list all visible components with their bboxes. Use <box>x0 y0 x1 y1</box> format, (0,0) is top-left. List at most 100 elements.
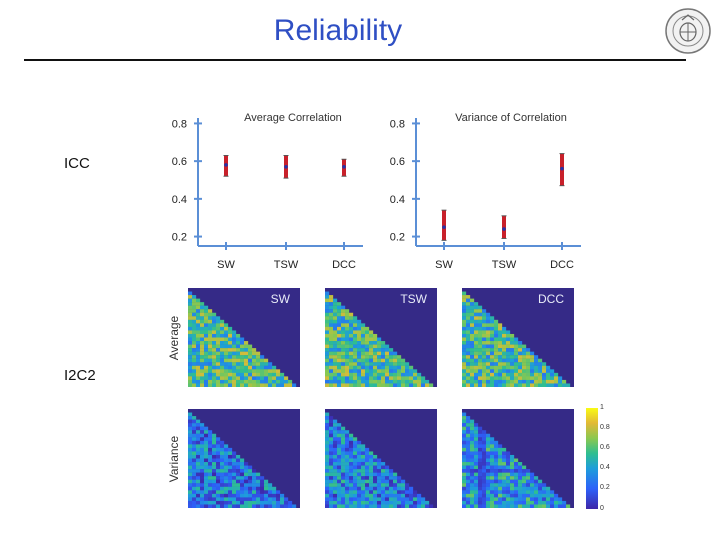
heatmap-cell <box>325 476 330 480</box>
heatmap-cell <box>220 500 225 505</box>
heatmap-cell <box>260 493 265 498</box>
heatmap-cell <box>357 330 362 335</box>
heatmap-cell <box>542 362 547 366</box>
heatmap-cell <box>373 490 378 495</box>
heatmap-cell <box>554 379 559 384</box>
heatmap-cell <box>224 458 229 463</box>
heatmap-cell <box>220 476 225 480</box>
heatmap-cell <box>192 355 197 359</box>
heatmap-cell <box>244 472 249 477</box>
heatmap-cell <box>413 504 418 508</box>
heatmap-cell <box>369 372 374 377</box>
heatmap-cell <box>252 372 257 377</box>
heatmap-cell <box>256 486 261 491</box>
heatmap-cell <box>510 458 515 463</box>
heatmap-cell <box>333 337 338 342</box>
heatmap-cell <box>204 379 209 384</box>
heatmap-cell <box>486 486 491 491</box>
heatmap-cell <box>204 433 209 438</box>
heatmap-cell <box>240 465 245 470</box>
heatmap-cell <box>385 355 390 359</box>
heatmap-cell <box>490 472 495 477</box>
heatmap-cell <box>200 469 205 473</box>
heatmap-cell <box>506 469 511 473</box>
heatmap-cell <box>196 305 201 310</box>
heatmap-cell <box>224 351 229 356</box>
heatmap-cell <box>341 447 346 452</box>
heatmap-cell <box>357 341 362 345</box>
heatmap-cell <box>498 472 503 477</box>
heatmap-cell <box>361 483 366 487</box>
heatmap-cell <box>498 358 503 363</box>
heatmap-cell <box>377 458 382 463</box>
heatmap-cell <box>329 305 334 310</box>
heatmap-cell <box>333 358 338 363</box>
heatmap-cell <box>188 433 193 438</box>
heatmap-cell <box>200 309 205 313</box>
heatmap-cell <box>228 358 233 363</box>
heatmap-cell <box>413 372 418 377</box>
heatmap-cell <box>478 500 483 505</box>
heatmap-cell <box>188 298 193 303</box>
heatmap-cell <box>357 319 362 324</box>
heatmap-cell <box>256 479 261 484</box>
heatmap-cell <box>200 486 205 491</box>
heatmap-cell <box>357 337 362 342</box>
heatmap-cell <box>216 465 221 470</box>
heatmap-cell <box>518 362 523 366</box>
heatmap-cell <box>474 430 479 434</box>
heatmap-cell <box>494 330 499 335</box>
heatmap-cell <box>357 462 362 466</box>
heatmap-cell <box>502 465 507 470</box>
heatmap-cell <box>482 372 487 377</box>
heatmap-cell <box>526 348 531 352</box>
heatmap-cell <box>462 440 467 445</box>
heatmap-cell <box>474 319 479 324</box>
heatmap-cell <box>341 383 346 387</box>
heatmap-cell <box>200 430 205 434</box>
heatmap-cell <box>188 355 193 359</box>
heatmap-cell <box>341 333 346 338</box>
heatmap-cell <box>208 376 213 381</box>
heatmap-cell <box>276 497 281 502</box>
heatmap-cell <box>232 358 237 363</box>
heatmap-cell <box>522 500 527 505</box>
heatmap-cell <box>341 348 346 352</box>
heatmap-cell <box>365 326 370 331</box>
heatmap-cell <box>373 476 378 480</box>
heatmap-cell <box>393 365 398 370</box>
heatmap-cell <box>248 383 253 387</box>
heatmap-cell <box>413 379 418 384</box>
heatmap-cell <box>510 351 515 356</box>
heatmap-cell <box>393 493 398 498</box>
heatmap-cell <box>341 355 346 359</box>
heatmap-cell <box>341 469 346 473</box>
heatmap-cell <box>470 319 475 324</box>
heatmap-cell <box>325 416 330 420</box>
heatmap-cell <box>244 341 249 345</box>
heatmap-cell <box>256 355 261 359</box>
heatmap-cell <box>220 490 225 495</box>
heatmap-cell <box>264 383 269 387</box>
data-point <box>502 227 506 231</box>
heatmap-cell <box>486 476 491 480</box>
heatmap-cell <box>405 504 410 508</box>
heatmap-cell <box>486 376 491 381</box>
heatmap-cell <box>232 486 237 491</box>
heatmap-cell <box>200 319 205 324</box>
heatmap-cell <box>337 337 342 342</box>
heatmap-cell <box>204 504 209 508</box>
heatmap-cell <box>389 490 394 495</box>
heatmap-cell <box>212 479 217 484</box>
heatmap-cell <box>240 476 245 480</box>
heatmap-cell <box>514 351 519 356</box>
heatmap-cell <box>373 344 378 349</box>
heatmap-cell <box>401 383 406 387</box>
heatmap-cell <box>212 323 217 328</box>
heatmap-cell <box>216 447 221 452</box>
heatmap-cell <box>522 479 527 484</box>
heatmap-cell <box>361 465 366 470</box>
heatmap-row-label-variance: Variance <box>167 435 181 483</box>
heatmap-cell <box>470 500 475 505</box>
heatmap-cell <box>365 355 370 359</box>
